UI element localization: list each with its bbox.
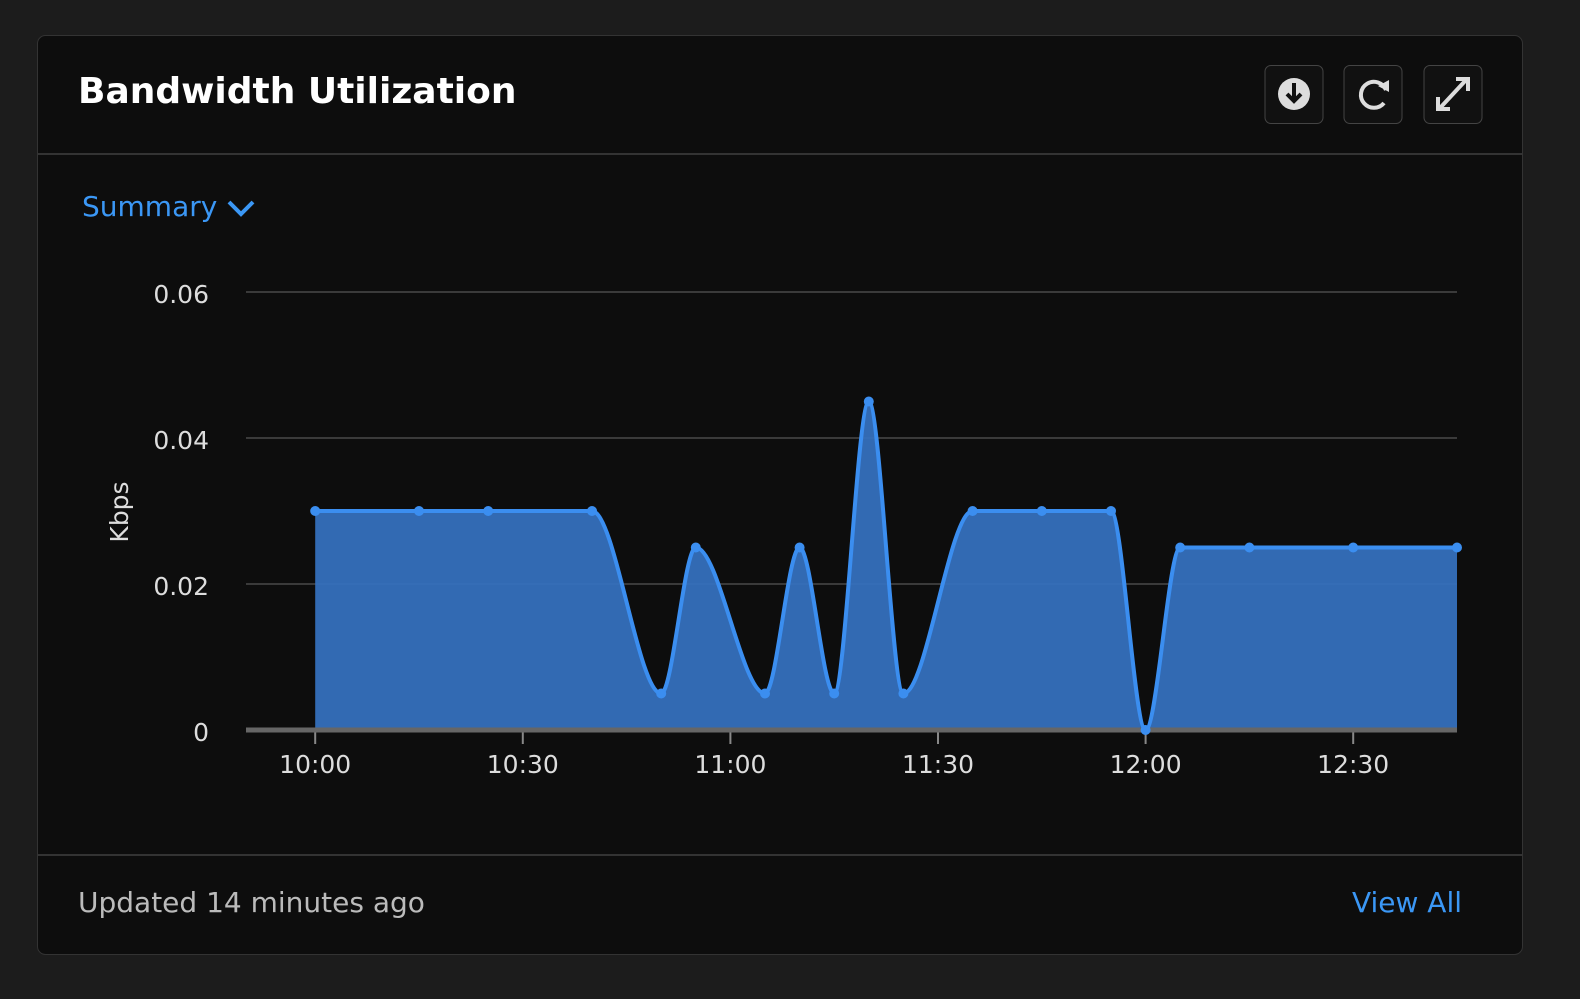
point bbox=[1175, 542, 1186, 553]
y-tick-label: 0.02 bbox=[153, 572, 209, 601]
x-tick-label: 11:00 bbox=[694, 750, 766, 779]
summary-dropdown[interactable]: Summary bbox=[82, 190, 255, 223]
x-tick-label: 11:30 bbox=[902, 750, 974, 779]
expand-button[interactable] bbox=[1423, 65, 1483, 124]
x-tick-label: 10:00 bbox=[279, 750, 351, 779]
point bbox=[863, 396, 874, 407]
y-tick-label: 0.04 bbox=[153, 426, 209, 455]
y-axis-label: Kbps bbox=[105, 481, 134, 542]
update-status: Updated 14 minutes ago bbox=[78, 886, 425, 919]
point bbox=[1244, 542, 1255, 553]
point bbox=[1452, 542, 1462, 553]
card-title: Bandwidth Utilization bbox=[78, 71, 517, 112]
point bbox=[1140, 725, 1151, 735]
point bbox=[829, 688, 840, 699]
x-tick-label: 10:30 bbox=[487, 750, 559, 779]
point bbox=[690, 542, 701, 553]
point bbox=[656, 688, 667, 699]
x-tick-label: 12:30 bbox=[1317, 750, 1389, 779]
point bbox=[1106, 506, 1116, 516]
y-tick-label: 0 bbox=[193, 718, 209, 747]
point bbox=[1036, 506, 1047, 516]
dropdown-label[interactable]: Summary bbox=[82, 190, 217, 223]
point bbox=[414, 506, 424, 516]
point bbox=[310, 506, 321, 516]
point bbox=[794, 542, 805, 553]
point bbox=[1348, 542, 1359, 553]
point bbox=[898, 688, 909, 699]
x-tick-label: 12:00 bbox=[1110, 750, 1182, 779]
view-all-link[interactable]: View All bbox=[1352, 886, 1462, 919]
line bbox=[315, 399, 1457, 733]
card bbox=[37, 35, 1523, 955]
point bbox=[967, 506, 978, 516]
point bbox=[483, 506, 494, 516]
download-button[interactable] bbox=[1264, 65, 1324, 124]
refresh-button[interactable] bbox=[1343, 65, 1403, 124]
y-tick-label: 0.06 bbox=[153, 280, 209, 309]
point bbox=[587, 506, 597, 516]
point bbox=[760, 688, 770, 699]
